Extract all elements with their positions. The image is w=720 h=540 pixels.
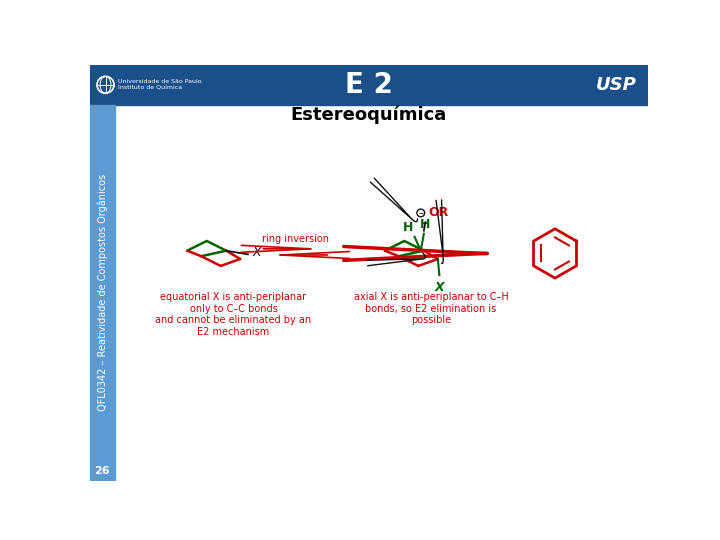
Text: equatorial X is anti-periplanar
only to C–C bonds
and cannot be eliminated by an: equatorial X is anti-periplanar only to … xyxy=(156,292,312,337)
Bar xyxy=(90,105,114,481)
Text: Instituto de Química: Instituto de Química xyxy=(118,85,182,90)
Text: H: H xyxy=(402,221,413,234)
Text: 26: 26 xyxy=(94,467,110,476)
Text: E 2: E 2 xyxy=(345,71,393,99)
Text: ring inversion: ring inversion xyxy=(262,234,329,244)
Bar xyxy=(90,65,648,105)
Text: Estereoquímica: Estereoquímica xyxy=(291,106,447,124)
Text: –: – xyxy=(418,208,423,218)
Text: H: H xyxy=(420,218,430,231)
Text: Universidade de São Paulo: Universidade de São Paulo xyxy=(118,79,202,84)
Text: QFL0342 – Reatividade de Compostos Orgânicos: QFL0342 – Reatividade de Compostos Orgân… xyxy=(97,174,108,411)
Text: X: X xyxy=(253,246,261,259)
Text: X: X xyxy=(435,281,444,294)
Text: USP: USP xyxy=(595,76,636,94)
Text: axial X is anti-periplanar to C–H
bonds, so E2 elimination is
possible: axial X is anti-periplanar to C–H bonds,… xyxy=(354,292,508,325)
Text: OR: OR xyxy=(428,206,449,219)
